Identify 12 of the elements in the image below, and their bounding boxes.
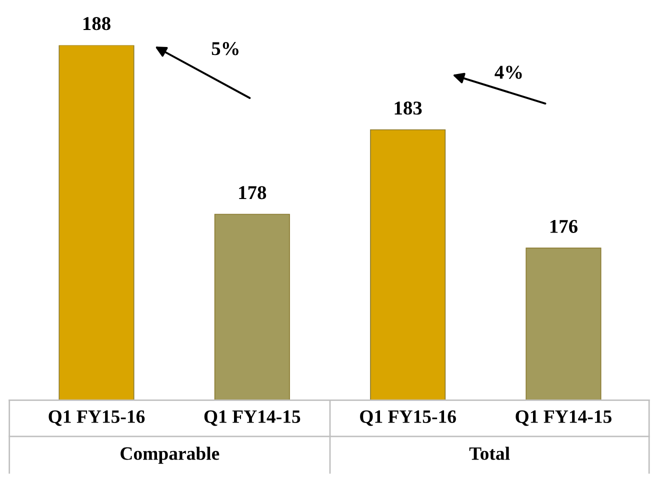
annotation: 5% — [212, 42, 238, 56]
x-tick-label: Q1 FY15-16 — [48, 410, 145, 426]
x-tick-label: Q1 FY14-15 — [204, 410, 300, 426]
text: Comparable — [120, 446, 220, 464]
text: Total — [469, 446, 510, 460]
data-label: 183 — [394, 102, 422, 115]
x-tick-label: Q1 FY15-16 — [360, 410, 456, 426]
annotation: 4% — [494, 66, 522, 79]
data-label: 188 — [83, 17, 110, 30]
data-label: 176 — [550, 220, 578, 233]
x-tick-label: Q1 FY14-15 — [516, 410, 612, 426]
data-label: 178 — [239, 186, 266, 200]
